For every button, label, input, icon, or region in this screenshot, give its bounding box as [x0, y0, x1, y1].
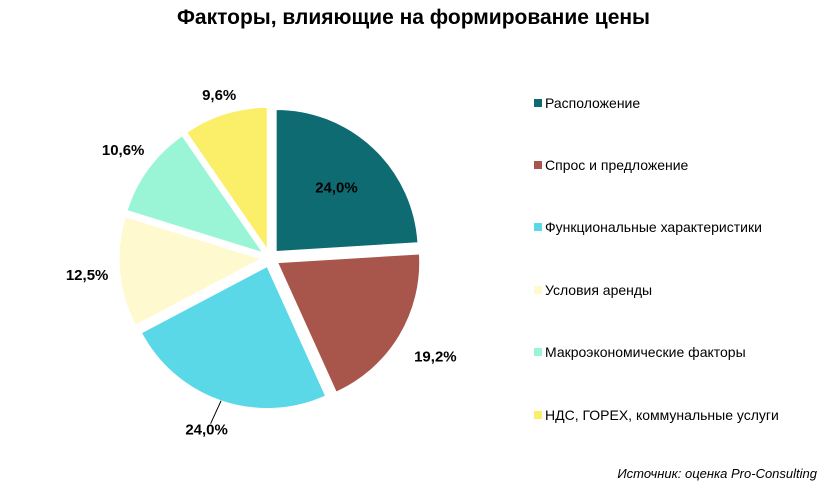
chart-title: Факторы, влияющие на формирование цены — [177, 6, 650, 29]
legend-item-funkcionalnye: Функциональные характеристики — [534, 219, 804, 236]
legend-swatch — [534, 348, 542, 356]
legend-item-usloviya: Условия аренды — [534, 282, 804, 299]
legend-swatch — [534, 223, 542, 231]
source-note: Источник: оценка Pro-Consulting — [617, 466, 817, 481]
legend-label: Условия аренды — [545, 282, 653, 298]
legend-item-makro: Макроэкономические факторы — [534, 344, 804, 361]
legend-swatch — [534, 286, 542, 294]
slice-funkcionalnye-label: 24,0% — [185, 422, 228, 439]
slice-nds-label: 9,6% — [202, 87, 236, 104]
slice-makro-label: 10,6% — [102, 142, 145, 159]
legend-item-raspolozhenie: Расположение — [534, 95, 804, 112]
slice-spros — [276, 253, 421, 393]
slice-raspolozhenie-label: 24,0% — [315, 179, 358, 196]
slice-spros-label: 19,2% — [414, 348, 457, 365]
legend-label: Спрос и предложение — [545, 157, 689, 173]
leader-line — [210, 400, 222, 424]
legend-swatch — [534, 99, 542, 107]
legend-swatch — [534, 411, 542, 419]
legend-item-nds: НДС, ГОРЕХ, коммунальные услуги — [534, 407, 804, 424]
slice-raspolozhenie — [275, 108, 419, 252]
legend-item-spros: Спрос и предложение — [534, 157, 804, 174]
slice-usloviya — [118, 216, 263, 326]
legend-label: Расположение — [545, 95, 641, 111]
legend-swatch — [534, 161, 542, 169]
legend-label: НДС, ГОРЕХ, коммунальные услуги — [545, 407, 779, 423]
slice-nds — [186, 106, 268, 252]
slice-usloviya-label: 12,5% — [66, 267, 109, 284]
legend-label: Макроэкономические факторы — [545, 344, 746, 360]
slice-makro — [126, 135, 264, 254]
legend-label: Функциональные характеристики — [545, 219, 762, 235]
